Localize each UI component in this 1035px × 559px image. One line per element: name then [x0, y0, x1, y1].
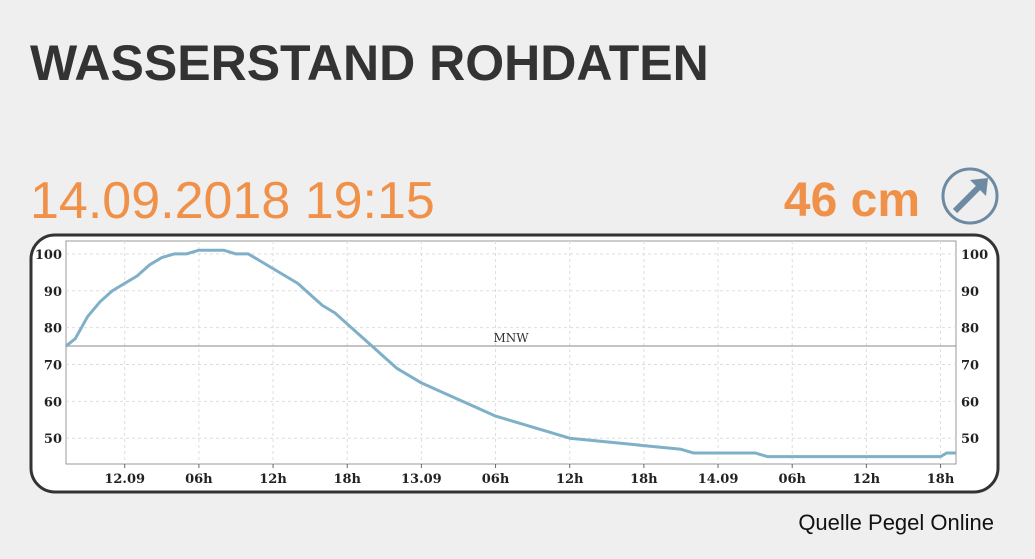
y2-tick-label: 50 — [961, 432, 979, 447]
reference-label: MNW — [493, 331, 529, 345]
y2-tick-label: 70 — [961, 358, 979, 373]
y2-tick-label: 80 — [961, 322, 979, 337]
chart-frame — [29, 233, 1000, 494]
x-tick-label: 12h — [556, 472, 584, 487]
y-tick-label: 100 — [35, 248, 62, 263]
y-tick-label: 80 — [44, 322, 62, 337]
y-tick-label: 70 — [44, 358, 62, 373]
y2-tick-label: 90 — [961, 285, 979, 300]
water-level-line — [65, 248, 956, 459]
y-tick-label: 60 — [44, 395, 62, 410]
current-level: 46 cm — [784, 174, 920, 227]
plot-area — [65, 240, 957, 465]
x-tick-label: 06h — [778, 472, 806, 487]
y2-tick-label: 60 — [961, 395, 979, 410]
y-tick-label: 90 — [44, 285, 62, 300]
x-tick-label: 13.09 — [401, 472, 442, 487]
x-tick-label: 18h — [630, 472, 658, 487]
x-tick-label: 06h — [482, 472, 510, 487]
plot: 50 50 60 60 70 70 80 80 90 90 100 100 12.09 06h 12h 18h… — [35, 241, 988, 487]
x-tick-label: 12h — [853, 472, 881, 487]
x-tick-label: 12h — [259, 472, 287, 487]
trend-icon — [941, 167, 999, 225]
title: WASSERSTAND ROHDATEN — [30, 35, 709, 91]
x-tick-label: 18h — [927, 472, 955, 487]
x-tick-label: 12.09 — [104, 472, 145, 487]
x-tick-label: 14.09 — [698, 472, 739, 487]
x-tick-label: 06h — [185, 472, 213, 487]
y2-tick-label: 100 — [961, 248, 988, 263]
x-tick-label: 18h — [333, 472, 361, 487]
timestamp: 14.09.2018 19:15 — [30, 172, 435, 230]
y-tick-label: 50 — [44, 432, 62, 447]
source: Quelle Pegel Online — [798, 510, 994, 535]
